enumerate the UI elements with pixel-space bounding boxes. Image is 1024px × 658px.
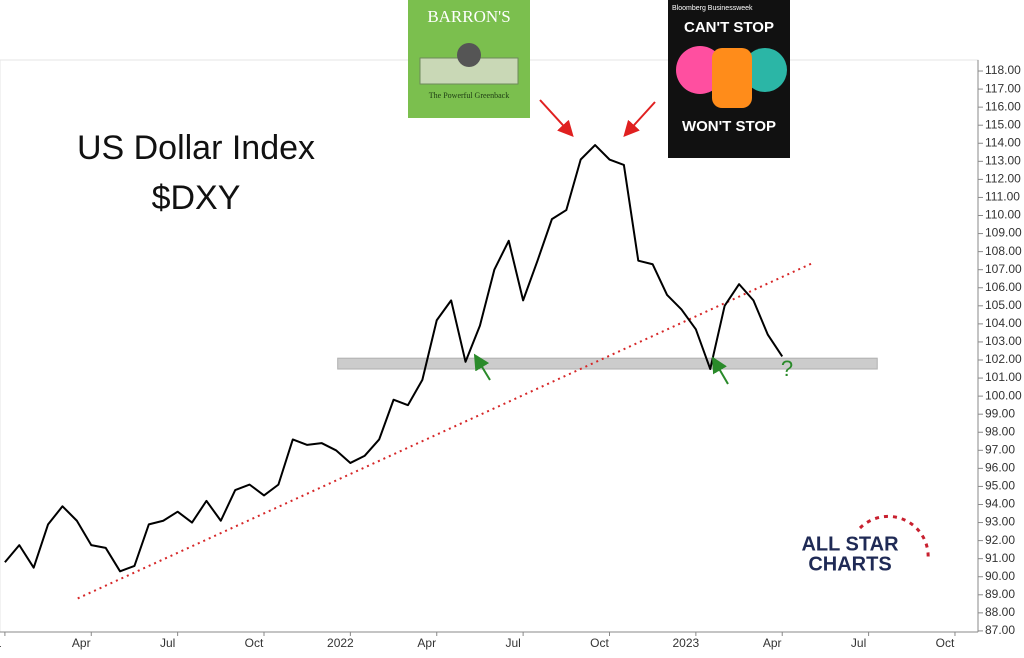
y-tick-label: 92.00 xyxy=(985,533,1015,547)
x-tick-label: Oct xyxy=(590,636,609,650)
y-tick-label: 114.00 xyxy=(985,135,1021,149)
y-tick-label: 112.00 xyxy=(985,172,1021,186)
y-tick-label: 91.00 xyxy=(985,551,1015,565)
x-tick-label: 21 xyxy=(0,636,2,650)
y-tick-label: 89.00 xyxy=(985,587,1015,601)
x-tick-label: Jul xyxy=(505,636,520,650)
chart-subtitle: $DXY xyxy=(152,179,241,217)
y-tick-label: 87.00 xyxy=(985,623,1015,637)
logo-text: CHARTS xyxy=(808,553,891,575)
barrons-cover: BARRON'S The Powerful Greenback xyxy=(408,0,530,118)
x-tick-label: Jul xyxy=(160,636,175,650)
y-tick-label: 104.00 xyxy=(985,316,1022,330)
y-tick-label: 98.00 xyxy=(985,424,1015,438)
y-tick-label: 103.00 xyxy=(985,334,1022,348)
y-tick-label: 93.00 xyxy=(985,515,1015,529)
y-tick-label: 115.00 xyxy=(985,117,1021,131)
y-tick-label: 117.00 xyxy=(985,81,1021,95)
y-tick-label: 96.00 xyxy=(985,461,1015,475)
y-tick-label: 109.00 xyxy=(985,226,1022,240)
cover-headline: The Powerful Greenback xyxy=(429,91,509,100)
x-tick-label: 2023 xyxy=(673,636,700,650)
y-tick-label: 90.00 xyxy=(985,569,1015,583)
arrow xyxy=(623,101,656,137)
support-band xyxy=(337,357,878,370)
x-tick-label: Apr xyxy=(763,636,782,650)
y-tick-label: 94.00 xyxy=(985,497,1015,511)
plot-marks: 87.00 88.00 89.00 90.00 91.00 92.00 93.00 94.00… xyxy=(0,63,1022,650)
y-tick-label: 116.00 xyxy=(985,99,1021,113)
x-tick-label: Oct xyxy=(936,636,955,650)
y-tick-label: 118.00 xyxy=(985,63,1021,77)
cover-masthead: BARRON'S xyxy=(427,7,510,26)
y-tick-label: 95.00 xyxy=(985,479,1015,493)
cover-headline: WON'T STOP xyxy=(682,118,776,135)
y-tick-label: 113.00 xyxy=(985,153,1021,167)
bloomberg-cover: Bloomberg Businessweek CAN'T STOP WON'T … xyxy=(668,0,790,158)
x-tick-label: Jul xyxy=(851,636,866,650)
arrow xyxy=(473,353,491,381)
cover-headline: CAN'T STOP xyxy=(684,19,774,36)
arrow xyxy=(711,356,729,385)
plot-area xyxy=(0,59,979,633)
x-tick-label: Oct xyxy=(245,636,264,650)
y-tick-label: 111.00 xyxy=(985,190,1020,204)
y-tick-label: 101.00 xyxy=(985,370,1022,384)
logo: ALL STAR CHARTS xyxy=(801,514,930,575)
x-tick-label: Apr xyxy=(417,636,436,650)
cover-masthead: Bloomberg Businessweek xyxy=(672,5,753,12)
y-tick-label: 106.00 xyxy=(985,280,1022,294)
x-tick-label: Apr xyxy=(72,636,91,650)
y-tick-label: 100.00 xyxy=(985,388,1022,402)
chart-title: US Dollar Index xyxy=(77,129,315,167)
y-tick-label: 105.00 xyxy=(985,298,1022,312)
y-tick-label: 97.00 xyxy=(985,442,1015,456)
y-tick-label: 108.00 xyxy=(985,244,1022,258)
price-line xyxy=(4,144,784,573)
y-tick-label: 102.00 xyxy=(985,352,1022,366)
arrow xyxy=(539,99,574,137)
logo-text: ALL STAR xyxy=(801,533,899,555)
x-tick-label: 2022 xyxy=(327,636,354,650)
y-tick-label: 88.00 xyxy=(985,605,1015,619)
y-tick-label: 110.00 xyxy=(985,208,1021,222)
y-tick-label: 99.00 xyxy=(985,406,1015,420)
y-tick-label: 107.00 xyxy=(985,262,1022,276)
annotation: ? xyxy=(781,356,793,381)
